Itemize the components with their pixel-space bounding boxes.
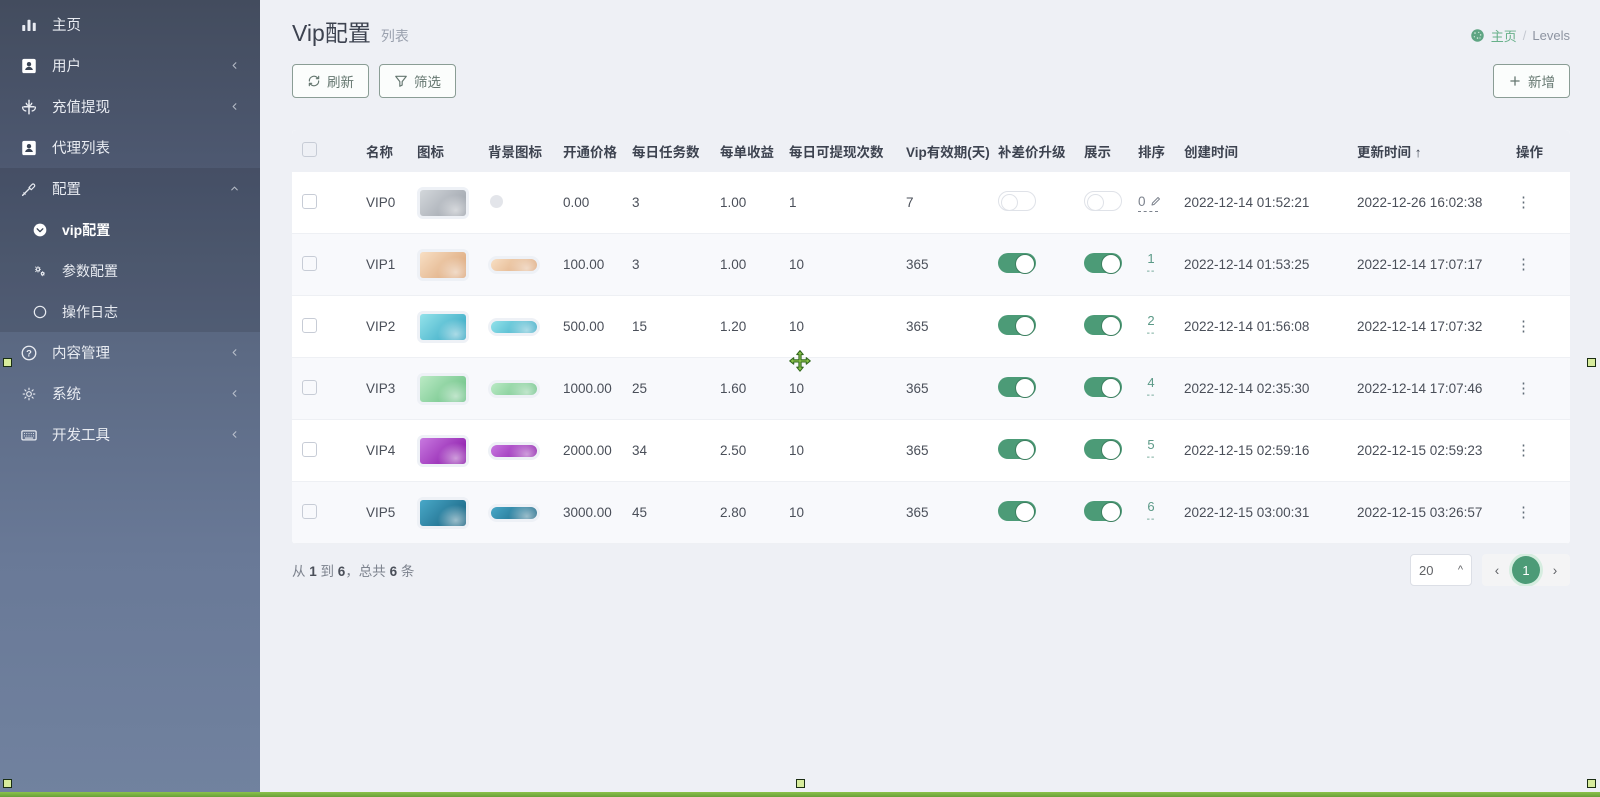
svg-text:?: ? [26,348,32,358]
